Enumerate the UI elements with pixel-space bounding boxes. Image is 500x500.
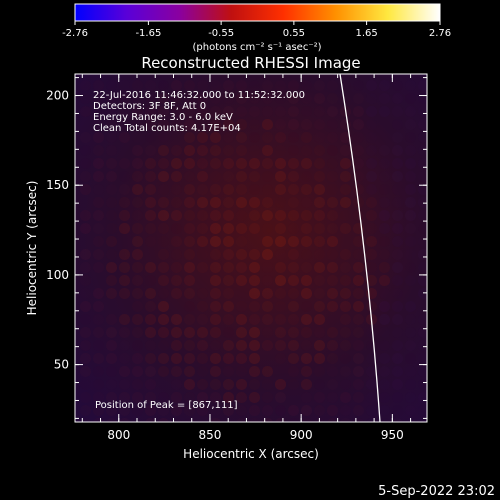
chart-title: Reconstructed RHESSI Image bbox=[141, 54, 360, 72]
colorbar-ticks: -2.76 -1.65 -0.55 0.55 1.65 2.76 bbox=[62, 21, 451, 39]
colorbar-tick-label: -0.55 bbox=[208, 28, 234, 39]
x-tick-label: 950 bbox=[381, 428, 404, 442]
colorbar-tick-label: 1.65 bbox=[355, 28, 377, 39]
colorbar-tick-label: 0.55 bbox=[283, 28, 305, 39]
x-tick-label: 850 bbox=[199, 428, 222, 442]
colorbar-tick-label: -1.65 bbox=[135, 28, 161, 39]
render-date: 5-Sep-2022 23:02 bbox=[378, 484, 495, 499]
colorbar-units: (photons cm⁻² s⁻¹ asec⁻²) bbox=[192, 42, 321, 53]
solar-limb bbox=[339, 74, 381, 422]
annotation-line: Clean Total counts: 4.17E+04 bbox=[93, 123, 241, 134]
y-tick-label: 50 bbox=[54, 358, 69, 372]
y-tick-label: 150 bbox=[46, 178, 69, 192]
x-axis-label: Heliocentric X (arcsec) bbox=[183, 447, 319, 461]
source-halo bbox=[75, 74, 95, 94]
annotation-line: Detectors: 3F 8F, Att 0 bbox=[93, 101, 206, 112]
image-annotations: 22-Jul-2016 11:46:32.000 to 11:52:32.000… bbox=[93, 90, 305, 134]
x-tick-label: 800 bbox=[107, 428, 130, 442]
peak-position-label: Position of Peak = [867,111] bbox=[95, 400, 238, 411]
colorbar-tick-label: -2.76 bbox=[62, 28, 88, 39]
peak-source bbox=[0, 0, 22, 22]
annotation-line: 22-Jul-2016 11:46:32.000 to 11:52:32.000 bbox=[93, 90, 305, 101]
x-tick-label: 900 bbox=[290, 428, 313, 442]
colorbar bbox=[74, 3, 441, 22]
y-tick-label: 200 bbox=[46, 89, 69, 103]
y-tick-label: 100 bbox=[46, 268, 69, 282]
x-axis: 800 850 900 950 bbox=[81, 74, 412, 442]
annotation-line: Energy Range: 3.0 - 6.0 keV bbox=[93, 112, 233, 123]
y-axis: 50 100 150 200 bbox=[46, 77, 427, 419]
colorbar-tick-label: 2.76 bbox=[429, 28, 451, 39]
heatmap-image bbox=[0, 0, 427, 422]
plot-frame bbox=[74, 73, 428, 423]
background-mottle bbox=[80, 80, 427, 422]
y-axis-label: Heliocentric Y (arcsec) bbox=[25, 181, 39, 316]
